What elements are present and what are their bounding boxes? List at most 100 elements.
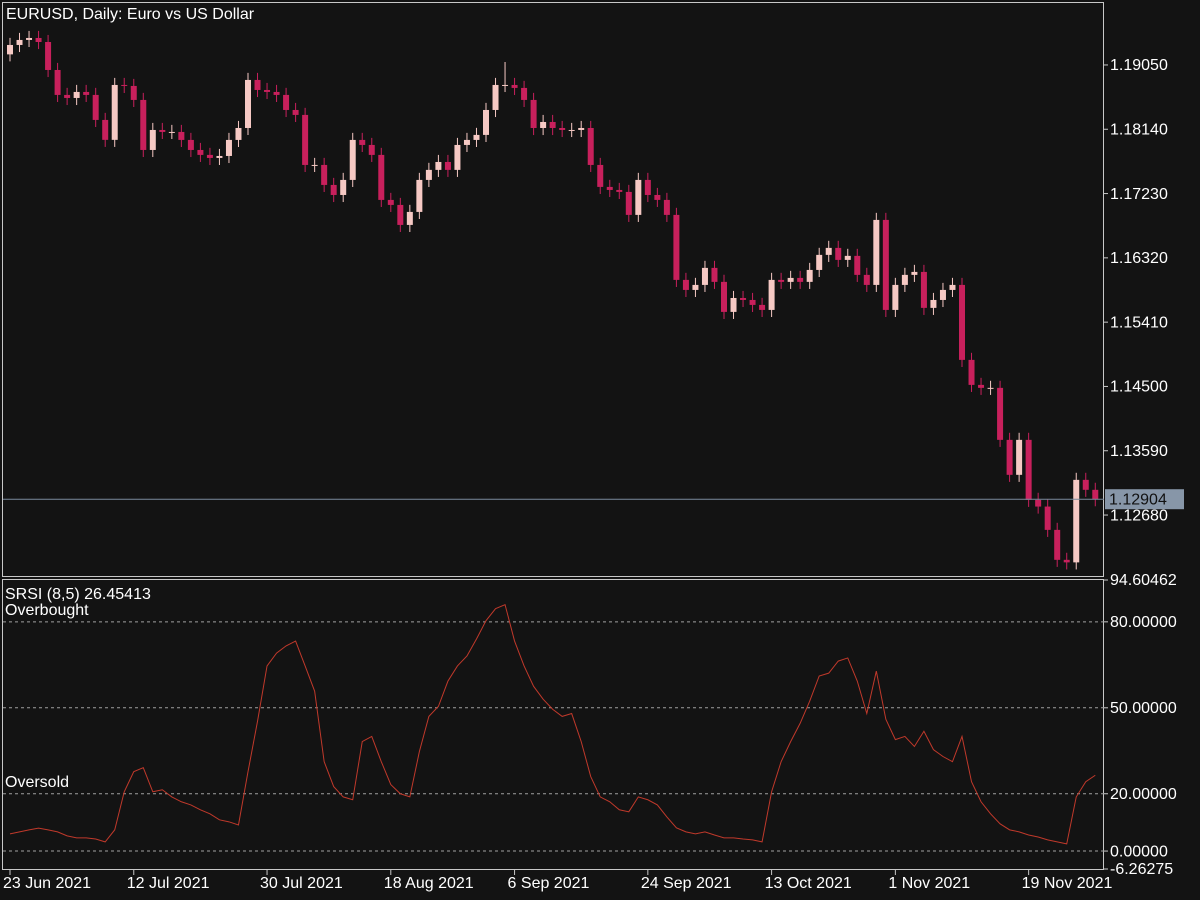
candle-body <box>930 299 937 308</box>
candle-body <box>749 299 756 305</box>
candle-body <box>463 139 470 145</box>
candle-body <box>597 164 604 187</box>
x-tick-label: 1 Nov 2021 <box>888 875 970 892</box>
y-tick-label: 1.17230 <box>1110 186 1168 203</box>
indicator-title: SRSI (8,5) 26.45413 <box>5 586 151 603</box>
candle-body <box>435 161 442 170</box>
candle-body <box>568 129 575 131</box>
candle-body <box>530 99 537 128</box>
candle-body <box>854 255 861 275</box>
candle-body <box>1035 499 1042 507</box>
candle-body <box>673 214 680 280</box>
candle-body <box>835 247 842 260</box>
level-label: Overbought <box>5 602 89 619</box>
candle-body <box>102 119 109 140</box>
candle-body <box>616 189 623 192</box>
candle-body <box>787 277 794 282</box>
candle-body <box>254 79 261 90</box>
candle-body <box>16 39 23 45</box>
candle-body <box>701 267 708 285</box>
candle-body <box>511 84 518 88</box>
candle-body <box>311 164 318 166</box>
candle-body <box>892 284 899 310</box>
candle-body <box>606 186 613 190</box>
candle-body <box>1025 439 1032 500</box>
candle-body <box>35 37 42 43</box>
indicator-panel-frame <box>2 579 1104 870</box>
candle-body <box>140 99 147 150</box>
y-tick-label: 1.14500 <box>1110 379 1168 396</box>
candle-body <box>245 79 251 128</box>
candle-body <box>521 87 528 100</box>
y-tick-label: -6.26275 <box>1110 861 1173 878</box>
candle-body <box>321 164 328 185</box>
candle-body <box>359 139 366 145</box>
candle-body <box>663 199 670 215</box>
candle-body <box>768 279 775 310</box>
candle-body <box>7 44 13 55</box>
x-tick-label: 24 Sep 2021 <box>641 875 732 892</box>
candle-body <box>292 109 299 115</box>
y-tick-label: 1.18140 <box>1110 121 1168 138</box>
candle-body <box>730 297 737 312</box>
y-tick-label: 1.13590 <box>1110 443 1168 460</box>
candle-body <box>235 127 242 140</box>
candle-body <box>882 219 889 310</box>
y-tick-label: 80.00000 <box>1110 614 1177 631</box>
candle-body <box>1054 529 1061 560</box>
candle-body <box>959 284 965 360</box>
candle-body <box>559 127 566 130</box>
y-tick-label: 50.00000 <box>1110 700 1177 717</box>
candle-body <box>149 129 156 150</box>
candle-body <box>64 94 71 98</box>
candle-body <box>873 219 880 285</box>
candle-body <box>416 179 423 212</box>
candle-body <box>492 84 499 110</box>
y-tick-label: 94.60462 <box>1110 572 1177 589</box>
candle-body <box>273 91 280 95</box>
candle-body <box>1092 489 1099 500</box>
level-label: Oversold <box>5 774 69 791</box>
candle-body <box>406 211 413 225</box>
y-tick-label: 1.16320 <box>1110 250 1168 267</box>
candle-body <box>54 69 61 95</box>
candle-body <box>283 94 290 110</box>
candle-body <box>425 169 432 180</box>
candle-body <box>473 134 480 140</box>
y-tick-label: 1.15410 <box>1110 314 1168 331</box>
candle-body <box>502 84 509 86</box>
candle-body <box>825 247 832 255</box>
x-tick-label: 30 Jul 2021 <box>260 875 343 892</box>
candle-body <box>778 279 785 282</box>
candle-body <box>264 89 271 92</box>
candle-body <box>759 304 766 310</box>
candle-body <box>654 194 661 200</box>
candle-body <box>587 127 594 165</box>
candle-body <box>920 271 927 308</box>
candle-body <box>378 154 385 200</box>
indicator-line <box>9 603 1096 845</box>
candle-body <box>978 384 985 388</box>
candle-body <box>625 191 632 215</box>
candle-body <box>740 297 747 300</box>
x-tick-label: 6 Sep 2021 <box>508 875 590 892</box>
candle-body <box>968 359 975 385</box>
candle-body <box>901 274 908 285</box>
candle-body <box>454 144 461 170</box>
candle-body <box>987 387 994 389</box>
current-price-label: 1.12904 <box>1109 491 1167 508</box>
candle-body <box>197 149 204 155</box>
candle-body <box>340 179 347 195</box>
candle-body <box>178 131 185 140</box>
candle-body <box>692 284 699 290</box>
candle-body <box>349 139 356 180</box>
x-tick-label: 13 Oct 2021 <box>765 875 852 892</box>
candle-body <box>444 161 451 170</box>
candle-body <box>216 155 223 158</box>
candle-body <box>159 129 166 132</box>
candle-body <box>644 179 651 195</box>
candle-body <box>863 274 870 285</box>
candle-body <box>187 139 194 150</box>
